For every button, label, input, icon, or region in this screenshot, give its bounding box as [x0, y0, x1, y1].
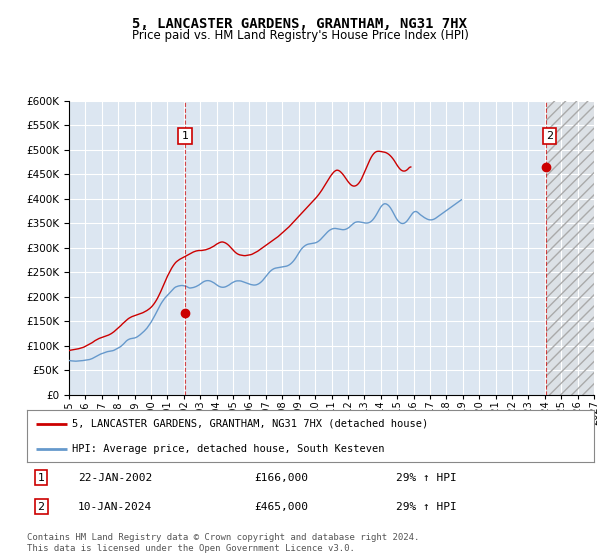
Text: HPI: Average price, detached house, South Kesteven: HPI: Average price, detached house, Sout…	[73, 444, 385, 454]
Text: 5, LANCASTER GARDENS, GRANTHAM, NG31 7HX (detached house): 5, LANCASTER GARDENS, GRANTHAM, NG31 7HX…	[73, 419, 428, 429]
Text: 1: 1	[182, 131, 189, 141]
Text: 29% ↑ HPI: 29% ↑ HPI	[395, 502, 457, 512]
Text: Price paid vs. HM Land Registry's House Price Index (HPI): Price paid vs. HM Land Registry's House …	[131, 29, 469, 42]
Text: Contains HM Land Registry data © Crown copyright and database right 2024.
This d: Contains HM Land Registry data © Crown c…	[27, 533, 419, 553]
Text: 5, LANCASTER GARDENS, GRANTHAM, NG31 7HX: 5, LANCASTER GARDENS, GRANTHAM, NG31 7HX	[133, 17, 467, 31]
Bar	[546, 101, 594, 395]
Text: 29% ↑ HPI: 29% ↑ HPI	[395, 473, 457, 483]
Text: £465,000: £465,000	[254, 502, 308, 512]
Text: 1: 1	[38, 473, 44, 483]
Text: 2: 2	[546, 131, 553, 141]
Bar	[546, 101, 594, 395]
Text: 2: 2	[38, 502, 45, 512]
Text: 10-JAN-2024: 10-JAN-2024	[78, 502, 152, 512]
Text: £166,000: £166,000	[254, 473, 308, 483]
Text: 22-JAN-2002: 22-JAN-2002	[78, 473, 152, 483]
